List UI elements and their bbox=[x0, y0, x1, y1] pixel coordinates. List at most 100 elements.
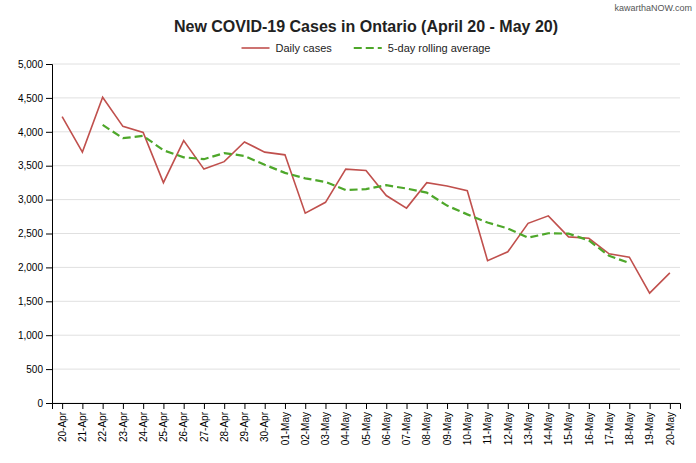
tick: 15-May bbox=[563, 403, 574, 445]
tick: 12-May bbox=[503, 403, 514, 445]
tick-mark bbox=[366, 403, 367, 409]
tick-label: 02-May bbox=[300, 412, 311, 445]
tick: 02-May bbox=[300, 403, 311, 445]
tick: 26-Apr bbox=[178, 403, 189, 442]
tick: 03-May bbox=[320, 403, 331, 445]
tick-mark bbox=[488, 403, 489, 409]
tick-label: 4,500 bbox=[18, 93, 43, 104]
tick-mark bbox=[46, 301, 52, 302]
tick-mark bbox=[46, 98, 52, 99]
tick-label: 09-May bbox=[442, 412, 453, 445]
x-axis: 20-Apr21-Apr22-Apr23-Apr24-Apr25-Apr26-A… bbox=[53, 403, 681, 445]
tick: 20-May bbox=[665, 403, 676, 445]
grid-line bbox=[52, 131, 680, 132]
tick: 1,500 bbox=[18, 296, 52, 307]
tick-mark bbox=[204, 403, 205, 409]
tick: 4,500 bbox=[18, 93, 52, 104]
tick-mark bbox=[508, 403, 509, 409]
grid-line bbox=[52, 199, 680, 200]
tick-mark bbox=[244, 403, 245, 409]
title: New COVID-19 Cases in Ontario (April 20 … bbox=[174, 18, 558, 35]
tick: 14-May bbox=[543, 403, 554, 445]
tick-mark bbox=[46, 200, 52, 201]
tick: 01-May bbox=[280, 403, 291, 445]
tick: 3,500 bbox=[18, 160, 52, 171]
tick-label: 06-May bbox=[381, 412, 392, 445]
tick-mark bbox=[103, 403, 104, 409]
tick: 5,000 bbox=[18, 59, 52, 70]
tick: 18-May bbox=[624, 403, 635, 445]
tick: 24-Apr bbox=[138, 403, 149, 442]
tick-mark bbox=[589, 403, 590, 409]
tick: 17-May bbox=[604, 403, 615, 445]
tick-label: 19-May bbox=[644, 412, 655, 445]
tick-label: 08-May bbox=[421, 412, 432, 445]
tick-label: 21-Apr bbox=[77, 411, 88, 442]
tick: 2,500 bbox=[18, 228, 52, 239]
tick-mark bbox=[184, 403, 185, 409]
legend-label: 5-day rolling average bbox=[388, 42, 491, 54]
tick-label: 1,000 bbox=[18, 330, 43, 341]
tick: 22-Apr bbox=[97, 403, 108, 442]
grid-line bbox=[52, 335, 680, 336]
marks bbox=[62, 97, 670, 293]
tick-mark bbox=[46, 166, 52, 167]
tick-label: 20-May bbox=[665, 412, 676, 445]
tick: 500 bbox=[26, 364, 52, 375]
tick-label: 11-May bbox=[482, 412, 493, 445]
tick: 10-May bbox=[462, 403, 473, 445]
tick-label: 20-Apr bbox=[57, 411, 68, 442]
tick-label: 14-May bbox=[543, 412, 554, 445]
tick-label: 13-May bbox=[523, 412, 534, 445]
tick-mark bbox=[46, 132, 52, 133]
axis-line bbox=[46, 65, 53, 404]
tick-label: 22-Apr bbox=[97, 411, 108, 442]
tick-label: 18-May bbox=[624, 412, 635, 445]
grid-line bbox=[52, 369, 680, 370]
grid-line bbox=[52, 64, 680, 65]
tick-label: 2,000 bbox=[18, 262, 43, 273]
tick-label: 28-Apr bbox=[219, 411, 230, 442]
tick-mark bbox=[265, 403, 266, 409]
plot-area: 05001,0001,5002,0002,5003,0003,5004,0004… bbox=[18, 59, 681, 446]
tick-mark bbox=[123, 403, 124, 409]
tick: 0 bbox=[37, 398, 52, 409]
tick-label: 07-May bbox=[401, 412, 412, 445]
tick-label: 05-May bbox=[361, 412, 372, 445]
tick-label: 25-Apr bbox=[158, 411, 169, 442]
tick: 25-Apr bbox=[158, 403, 169, 442]
annotation: kawarthaNOW.com bbox=[614, 3, 692, 13]
tick: 20-Apr bbox=[57, 403, 68, 442]
legend-swatch bbox=[242, 47, 270, 49]
tick-label: 2,500 bbox=[18, 228, 43, 239]
tick-label: 500 bbox=[26, 364, 43, 375]
tick-mark bbox=[650, 403, 651, 409]
tick-mark bbox=[46, 369, 52, 370]
tick: 16-May bbox=[584, 403, 595, 445]
tick-mark bbox=[467, 403, 468, 409]
tick: 21-Apr bbox=[77, 403, 88, 442]
tick-mark bbox=[569, 403, 570, 409]
tick-label: 27-Apr bbox=[199, 411, 210, 442]
legend-item: 5-day rolling average bbox=[354, 42, 491, 54]
tick-mark bbox=[163, 403, 164, 409]
tick: 11-May bbox=[482, 403, 493, 445]
tick-label: 0 bbox=[37, 398, 43, 409]
tick-mark bbox=[62, 403, 63, 409]
tick: 1,000 bbox=[18, 330, 52, 341]
tick-label: 3,000 bbox=[18, 194, 43, 205]
tick-label: 5,000 bbox=[18, 59, 43, 70]
tick-mark bbox=[46, 234, 52, 235]
tick: 29-Apr bbox=[239, 403, 250, 442]
legend-item: Daily cases bbox=[242, 42, 333, 54]
tick-mark bbox=[629, 403, 630, 409]
tick-mark bbox=[447, 403, 448, 409]
tick-mark bbox=[143, 403, 144, 409]
y-axis: 05001,0001,5002,0002,5003,0003,5004,0004… bbox=[18, 59, 53, 409]
tick: 04-May bbox=[340, 403, 351, 445]
tick-mark bbox=[305, 403, 306, 409]
tick: 19-May bbox=[644, 403, 655, 445]
tick-label: 15-May bbox=[563, 412, 574, 445]
grid bbox=[52, 64, 680, 403]
tick-mark bbox=[386, 403, 387, 409]
